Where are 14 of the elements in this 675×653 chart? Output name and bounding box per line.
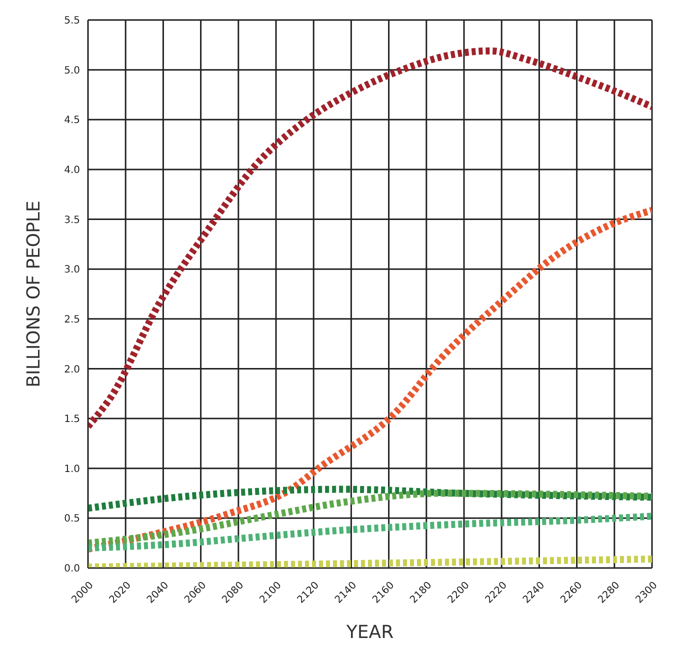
y-tick-label: 3.5	[64, 214, 80, 226]
y-tick-label: 0.5	[64, 514, 80, 525]
y-tick-label: 3.0	[64, 264, 80, 276]
y-tick-label: 2.0	[64, 364, 80, 376]
y-tick-label: 4.5	[64, 115, 80, 126]
x-axis-title: YEAR	[345, 622, 394, 643]
y-tick-label: 1.5	[64, 414, 80, 426]
y-axis-title: BILLIONS OF PEOPLE	[23, 200, 44, 388]
y-tick-label: 2.5	[64, 314, 80, 326]
y-tick-label: 1.0	[64, 464, 80, 475]
y-tick-label: 5.5	[64, 16, 80, 27]
y-tick-label: 4.0	[64, 165, 80, 176]
y-tick-label: 5.0	[64, 65, 80, 76]
y-tick-label: 0.0	[64, 564, 80, 575]
